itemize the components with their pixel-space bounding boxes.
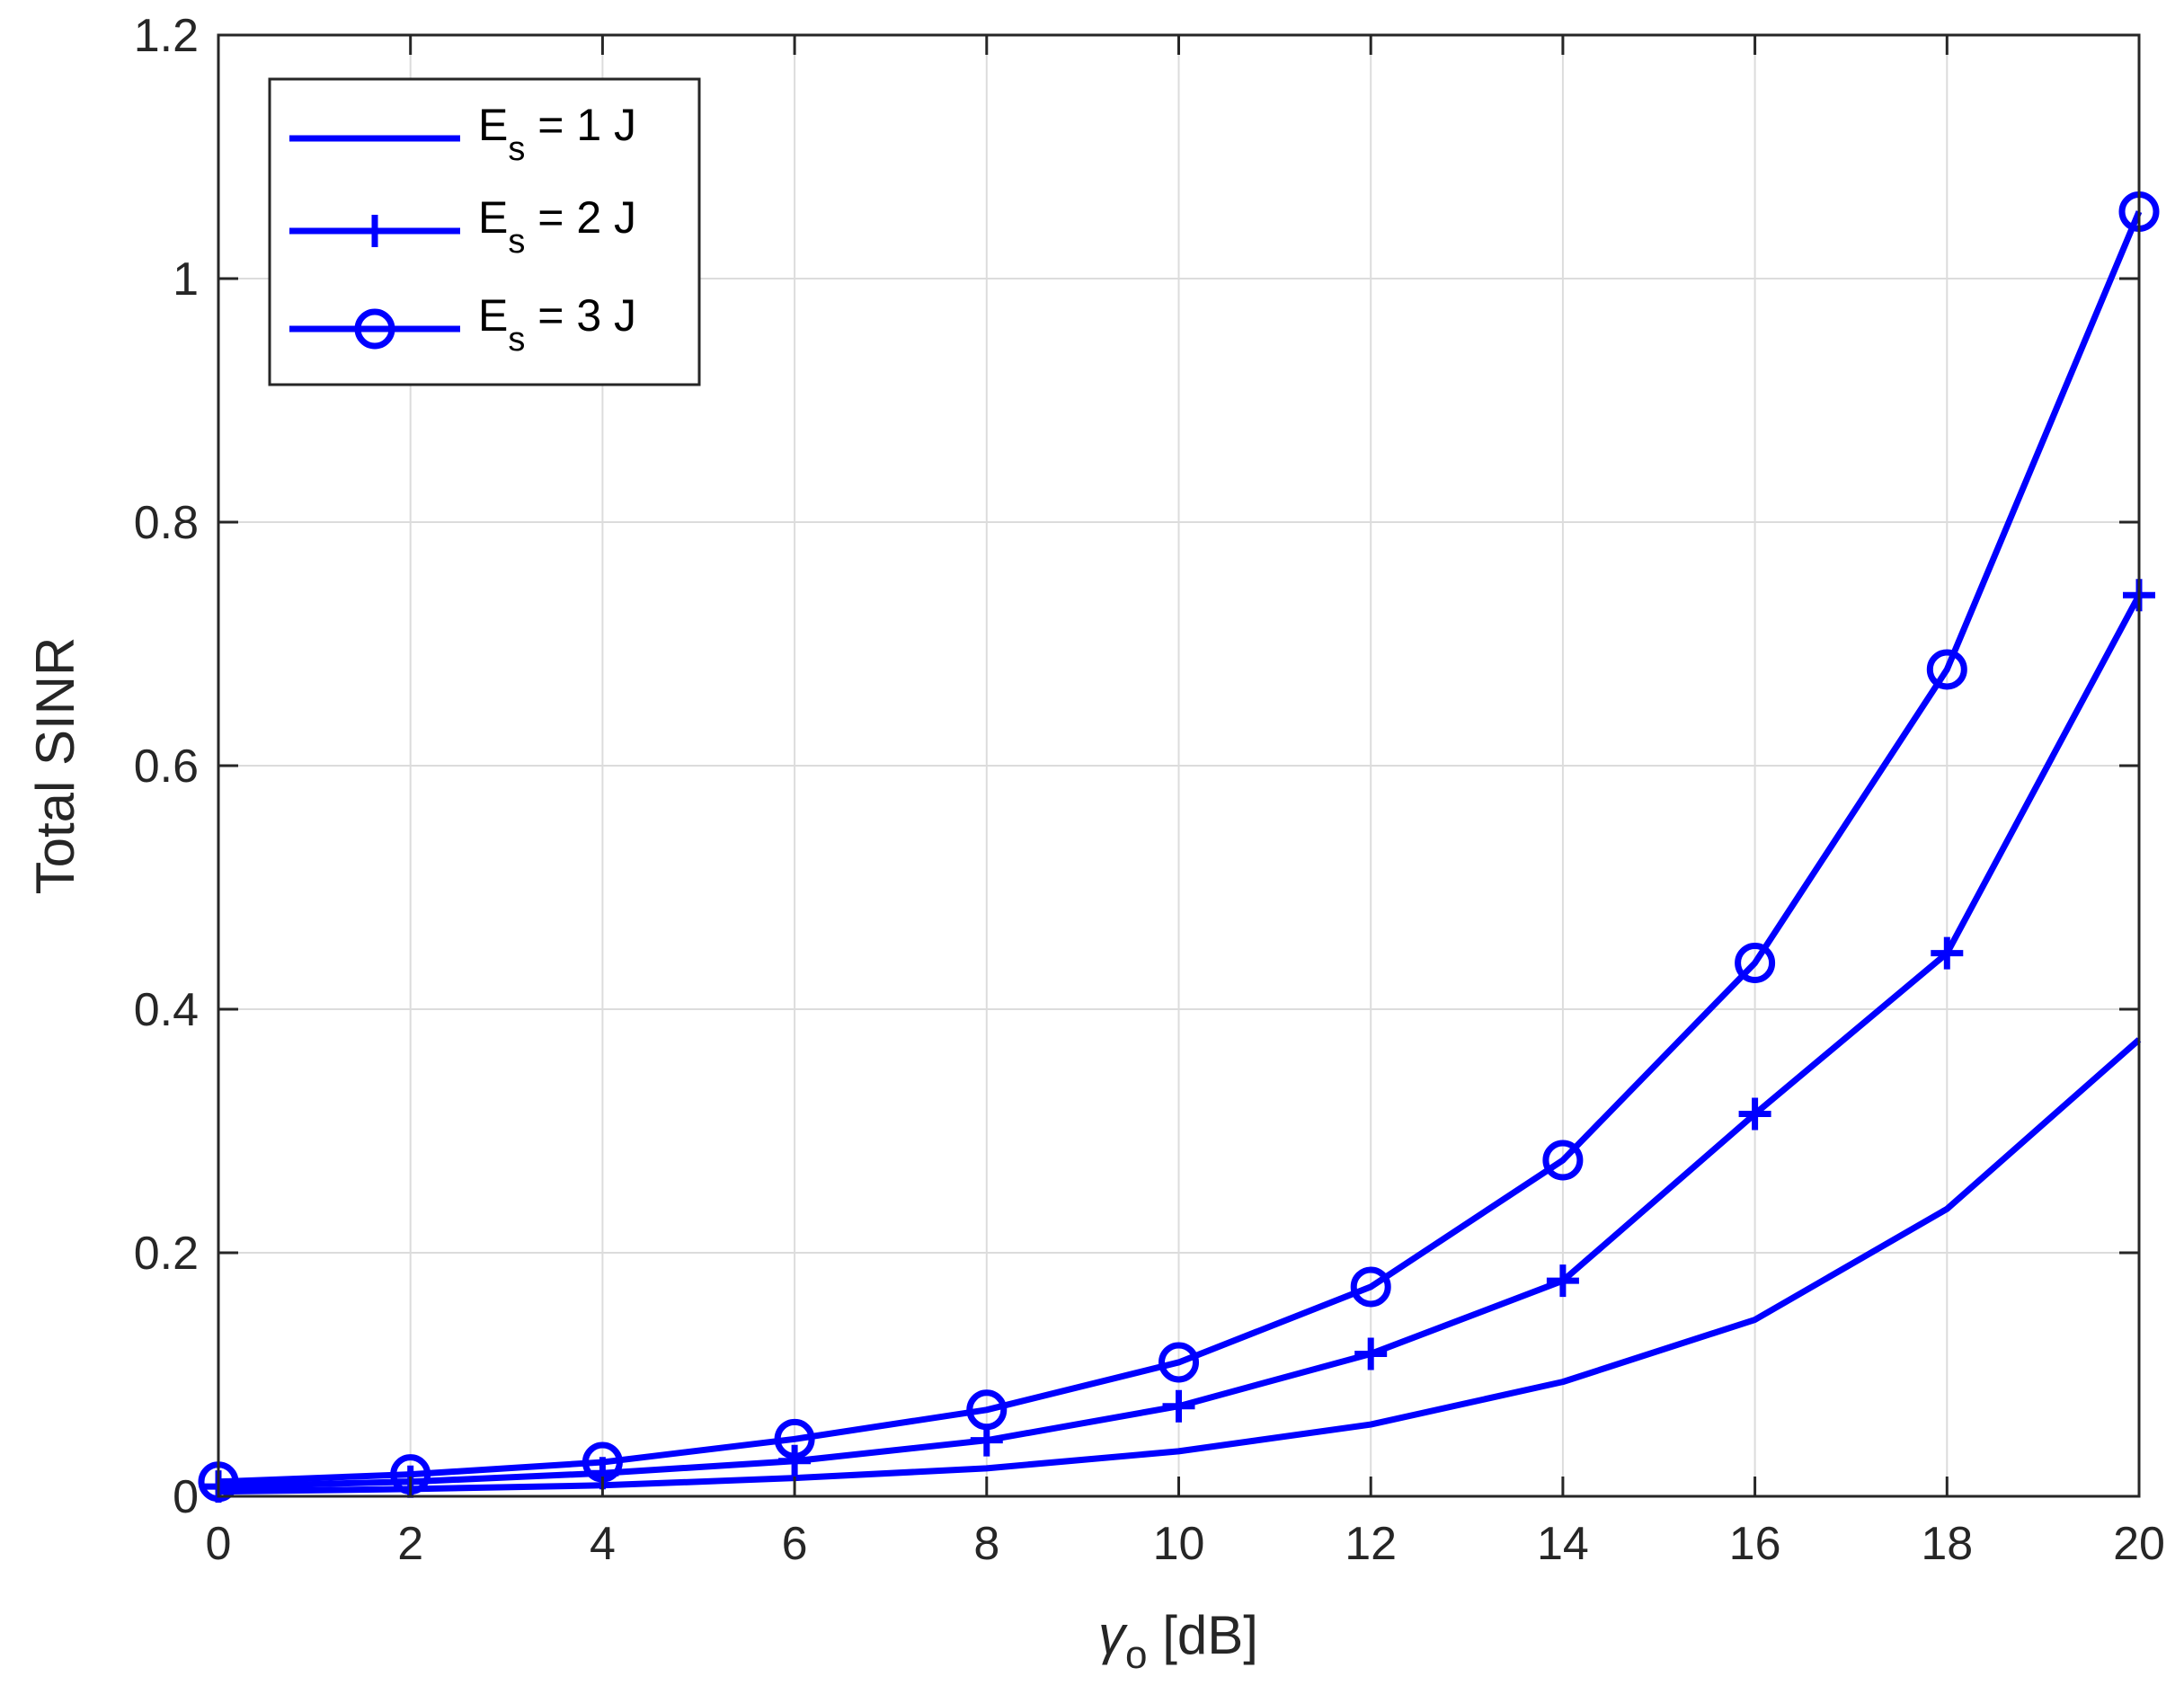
legend: Es = 1 J Es = 2 J Es = 3 J <box>268 77 701 386</box>
y-tick-label: 0.4 <box>134 984 199 1036</box>
data-point-plus <box>778 1444 812 1477</box>
y-tick-label: 0.8 <box>134 497 199 549</box>
data-point-plus <box>1162 1389 1195 1423</box>
x-tick-label: 0 <box>206 1518 232 1570</box>
series-lines <box>198 191 2160 1503</box>
x-axis-label-symbol: γ <box>1098 1605 1128 1665</box>
data-point-circle <box>1159 1342 1199 1383</box>
legend-entry: Es = 2 J <box>289 192 636 261</box>
y-tick-labels: 0 0.2 0.4 0.6 0.8 1 1.2 <box>134 10 199 1523</box>
x-tick-label: 10 <box>1153 1518 1205 1570</box>
x-tick-label: 18 <box>1921 1518 1973 1570</box>
x-tick-label: 12 <box>1345 1518 1397 1570</box>
legend-marker-circle <box>354 308 395 350</box>
x-tick-label: 8 <box>973 1518 999 1570</box>
x-tick-label: 14 <box>1537 1518 1589 1570</box>
legend-entries: Es = 1 J Es = 2 J Es = 3 J <box>289 100 636 359</box>
x-tick-label: 16 <box>1729 1518 1781 1570</box>
tick-marks <box>217 33 2141 1498</box>
y-tick-label: 1 <box>173 253 199 306</box>
legend-marker-plus <box>359 215 391 247</box>
legend-entry: Es = 3 J <box>289 290 636 359</box>
y-tick-label: 0.6 <box>134 741 199 793</box>
series-3 <box>198 191 2160 1503</box>
legend-label: Es = 3 J <box>478 290 636 359</box>
y-tick-label: 1.2 <box>134 10 199 62</box>
data-point-plus <box>1931 936 1964 970</box>
x-tick-label: 6 <box>782 1518 808 1570</box>
data-point-circle <box>966 1389 1008 1431</box>
x-tick-label: 2 <box>397 1518 423 1570</box>
legend-label: Es = 1 J <box>478 100 636 168</box>
data-point-circle <box>1735 943 1776 984</box>
series-1 <box>218 1037 2142 1495</box>
y-axis-label: Total SINR <box>25 637 85 895</box>
legend-entry: Es = 1 J <box>289 100 636 168</box>
series-line <box>218 210 2143 1486</box>
y-tick-label: 0.2 <box>134 1228 199 1280</box>
data-point-plus <box>1354 1337 1388 1370</box>
data-point-circle <box>1350 1266 1391 1308</box>
data-point-plus <box>1546 1264 1579 1298</box>
data-point-circle <box>774 1418 815 1459</box>
data-point-circle <box>1926 649 1967 690</box>
x-axis-label-subscript: o <box>1125 1633 1147 1677</box>
data-point-circle <box>1542 1140 1584 1181</box>
series-2 <box>202 579 2155 1503</box>
x-tick-labels: 0 2 4 6 8 10 12 14 16 18 20 <box>206 1518 2165 1570</box>
x-axis-label: γo [dB] <box>1098 1605 1258 1677</box>
x-tick-label: 4 <box>590 1518 616 1570</box>
x-axis-label-unit: [dB] <box>1148 1605 1258 1665</box>
series-line <box>218 1037 2142 1495</box>
data-point-plus <box>1738 1097 1771 1131</box>
y-tick-label: 0 <box>173 1471 199 1523</box>
legend-label: Es = 2 J <box>478 192 636 261</box>
x-tick-label: 20 <box>2113 1518 2165 1570</box>
